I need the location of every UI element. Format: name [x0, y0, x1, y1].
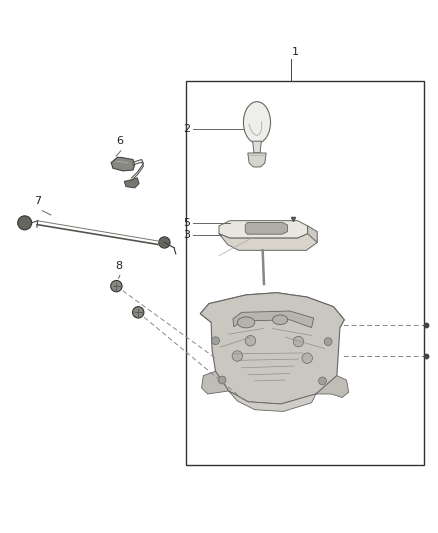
Bar [186, 81, 424, 465]
Circle shape [232, 351, 243, 361]
Polygon shape [307, 226, 317, 243]
Polygon shape [219, 221, 307, 238]
Polygon shape [111, 157, 135, 171]
Text: 2: 2 [184, 124, 191, 134]
Polygon shape [248, 153, 266, 167]
Circle shape [159, 237, 170, 248]
Polygon shape [200, 293, 344, 328]
Text: 5: 5 [184, 218, 191, 228]
Circle shape [133, 306, 144, 318]
Text: 6: 6 [117, 136, 124, 147]
Polygon shape [200, 293, 344, 404]
Polygon shape [124, 178, 139, 188]
Circle shape [318, 377, 326, 385]
Polygon shape [253, 141, 261, 153]
Text: 7: 7 [34, 196, 41, 206]
Ellipse shape [272, 315, 288, 325]
Ellipse shape [237, 317, 255, 328]
Text: 8: 8 [115, 261, 122, 271]
Polygon shape [229, 391, 316, 411]
Circle shape [245, 335, 256, 346]
Polygon shape [219, 234, 317, 251]
Circle shape [212, 337, 219, 345]
Polygon shape [233, 311, 314, 328]
Polygon shape [201, 372, 229, 394]
Circle shape [218, 376, 226, 384]
Circle shape [293, 336, 304, 347]
Circle shape [18, 216, 32, 230]
Text: 1: 1 [292, 47, 299, 57]
Circle shape [324, 338, 332, 345]
Text: 3: 3 [184, 230, 191, 240]
Circle shape [302, 353, 312, 364]
Circle shape [111, 280, 122, 292]
Ellipse shape [244, 102, 271, 143]
Polygon shape [316, 376, 349, 398]
Polygon shape [245, 222, 288, 234]
